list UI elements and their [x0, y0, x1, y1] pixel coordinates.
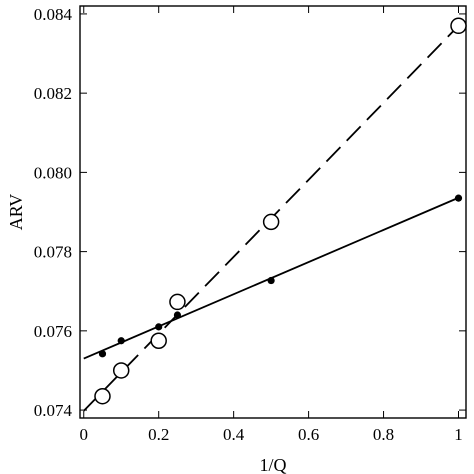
filled-circle-point: [98, 350, 107, 358]
open-circle-point: [150, 332, 167, 349]
y-tick-label: 0.074: [34, 401, 73, 420]
open-circle-point: [94, 387, 111, 405]
open-circle-point: [112, 362, 130, 379]
filled-circle-point: [454, 194, 463, 202]
filled-circle-point: [267, 276, 275, 285]
x-tick-label: 1: [454, 425, 463, 444]
filled-circle-point: [173, 311, 182, 319]
open-circle-point: [450, 17, 467, 35]
y-tick-label: 0.082: [34, 84, 72, 103]
y-tick-label: 0.078: [34, 243, 72, 262]
ticks: 0 0.2 0.4 0.6 0.8 1 0.074 0.076 0.078 0.080 0.082 0…: [34, 5, 466, 444]
x-tick-label: 0.6: [298, 425, 319, 444]
y-tick-label: 0.076: [34, 322, 72, 341]
x-axis-title: 1/Q: [260, 455, 287, 474]
x-tick-label: 0.4: [223, 425, 245, 444]
axes: [79, 5, 467, 419]
x-tick-label: 0: [79, 425, 88, 444]
y-tick-label: 0.080: [34, 163, 72, 182]
y-axis-title: ARV: [6, 194, 26, 231]
filled-circle-point: [117, 337, 125, 345]
open-circle-point: [169, 293, 186, 311]
open-circle-point: [262, 213, 280, 231]
y-tick-label: 0.084: [34, 5, 73, 24]
plot-frame: [79, 5, 467, 419]
x-tick-label: 0.2: [148, 425, 169, 444]
filled-circle-point: [155, 323, 163, 331]
data-points: [94, 17, 467, 405]
x-tick-label: 0.8: [373, 425, 394, 444]
